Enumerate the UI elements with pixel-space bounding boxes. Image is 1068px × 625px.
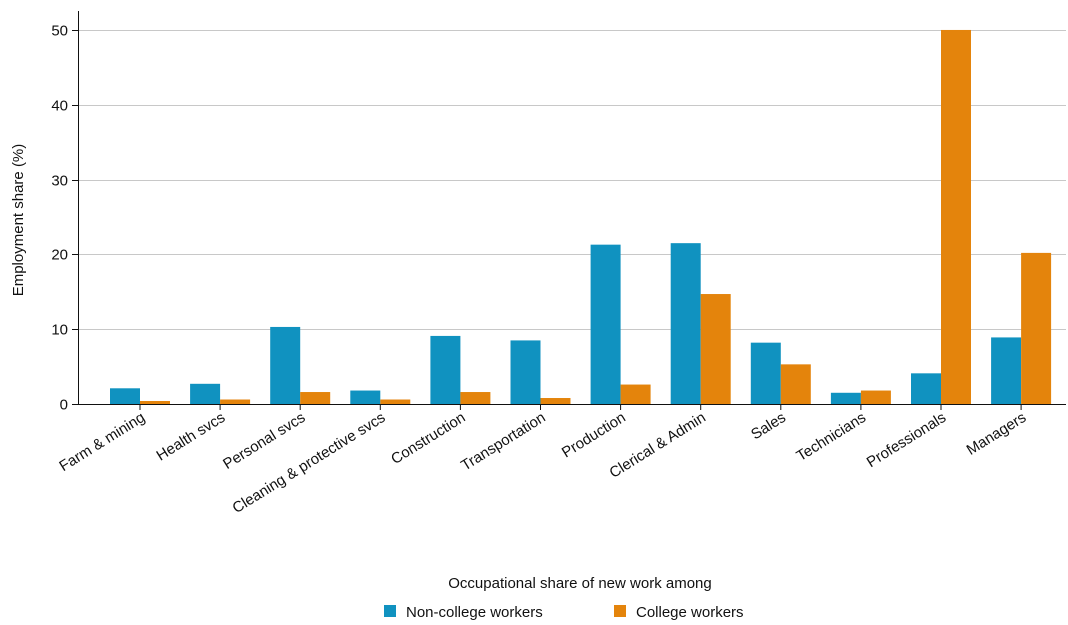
y-tick-label: 40	[51, 98, 68, 115]
bar-non-college	[911, 373, 941, 404]
x-tick-label: Professionals	[864, 409, 949, 471]
bar-college	[460, 392, 491, 404]
bar-college	[1021, 252, 1052, 404]
bar-college	[540, 398, 571, 404]
bar-non-college	[830, 392, 861, 404]
x-tick-label: Cleaning & protective svcs	[230, 409, 389, 517]
legend-swatch	[384, 605, 396, 617]
bar-non-college	[991, 337, 1022, 404]
legend-swatch	[614, 605, 626, 617]
x-tick-label: Production	[559, 409, 629, 461]
x-tick-label: Health svcs	[153, 409, 228, 465]
legend: Occupational share of new work among Non…	[384, 575, 744, 621]
x-tick-label: Construction	[388, 409, 468, 468]
y-tick-label: 20	[51, 247, 68, 264]
y-axis-label: Employment share (%)	[10, 144, 27, 297]
legend-label: College workers	[636, 604, 744, 620]
bar-college	[780, 364, 811, 404]
bar-non-college	[590, 244, 621, 404]
bar-non-college	[510, 340, 541, 404]
bar-non-college	[270, 326, 301, 404]
legend-title: Occupational share of new work among	[448, 575, 711, 592]
bar-non-college	[670, 243, 701, 404]
bar-college	[220, 399, 251, 404]
bar-college	[700, 294, 731, 404]
bar-college	[620, 384, 651, 404]
bar-college	[140, 401, 170, 404]
bars	[110, 29, 1052, 404]
bar-non-college	[110, 388, 140, 404]
bar-non-college	[430, 335, 461, 404]
y-tick-label: 0	[60, 397, 68, 414]
bar-college	[380, 399, 411, 404]
bar-non-college	[190, 383, 221, 404]
bar-non-college	[750, 342, 781, 404]
bar-non-college	[350, 390, 381, 404]
gridlines	[78, 30, 1066, 330]
y-tick-label: 10	[51, 322, 68, 339]
x-tick-label: Farm & mining	[56, 409, 148, 475]
legend-label: Non-college workers	[406, 604, 543, 620]
x-tick-label: Technicians	[794, 409, 869, 465]
bar-college	[300, 392, 331, 404]
x-tick-label: Transportation	[458, 409, 549, 474]
x-tick-label: Managers	[964, 409, 1030, 459]
y-tick-label: 50	[51, 23, 68, 40]
x-tick-label: Sales	[748, 409, 789, 443]
y-tick-label: 30	[51, 173, 68, 190]
bar-college	[941, 29, 971, 404]
bar-college	[860, 390, 891, 404]
